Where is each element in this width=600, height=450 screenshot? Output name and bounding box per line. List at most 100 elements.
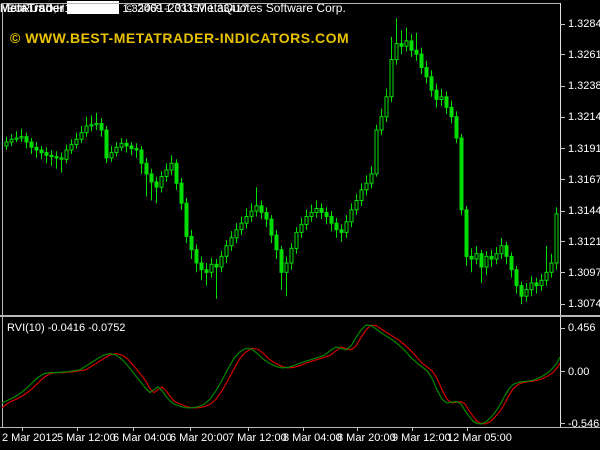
indicator-axis-tick [560,423,565,424]
candle-body [99,122,104,131]
candle-body [224,245,229,257]
symbol-ohlc-title: EURUSD,H1 1.33359 1.33469 1.33357 1.3341… [7,3,248,15]
candle-body [89,124,94,127]
candle-body [124,142,129,147]
candle-body [284,262,289,273]
price-axis-tick [560,148,565,149]
candle-body [289,247,294,264]
chart-left-border [2,3,3,427]
candle-body [134,148,139,151]
price-axis-tick [560,117,565,118]
candle-body [304,216,309,225]
candle-body [514,269,519,287]
candle-body [154,181,159,188]
candle-body [554,213,559,264]
candle-body [264,212,269,220]
rvi-line [2,324,560,425]
time-axis-label: 6 Mar 20:00 [170,432,229,444]
candle-body [59,157,64,160]
candle-body [339,229,344,234]
time-axis-tick [190,428,191,431]
candle-body [329,216,334,224]
time-axis-label: 12 Mar 05:00 [447,432,512,444]
candle-body [244,216,249,224]
candle-body [449,106,454,118]
signal-line [2,324,560,425]
candle-body [74,138,79,146]
candle-body [184,202,189,237]
indicator-axis-label: 0.00 [568,366,590,378]
price-axis-tick [560,272,565,273]
candle-body [129,145,134,150]
price-axis-tick [560,211,565,212]
price-axis-label: 1.32380 [568,80,600,92]
time-axis-tick [303,428,304,431]
candle-body [349,209,354,223]
candle-body [194,249,199,264]
main-chart-canvas[interactable] [2,3,560,315]
candle-body [234,229,239,239]
candle-body [354,200,359,211]
candle-body [279,249,284,273]
symbol-period-label: EURUSD,H1 [7,3,71,15]
candle-body [209,263,214,273]
candle-body [294,231,299,249]
time-axis-tick [412,428,413,431]
candle-body [259,205,264,213]
candle-body [529,282,534,291]
indicator-axis-tick [560,371,565,372]
candle-body [499,245,504,255]
time-axis-label: 5 Mar 12:00 [57,432,116,444]
time-axis-tick [77,428,78,431]
watermark-text: © WWW.BEST-METATRADER-INDICATORS.COM [10,30,350,46]
candle-body [114,146,119,154]
candle-body [84,125,89,134]
price-axis-line [560,3,561,427]
indicator-axis-label: -0.5463 [568,418,600,430]
candle-body [14,137,19,140]
candle-body [29,141,34,148]
footer-brand-bar: MetaTrader © 2001-2011 MetaQuotes Softwa… [0,0,600,15]
indicator-name-label: RVI(10) -0.0416 -0.0752 [7,322,126,334]
time-axis-label: 7 Mar 12:00 [228,432,287,444]
candle-body [534,282,539,287]
candle-body [119,142,124,148]
time-axis-tick [467,428,468,431]
candle-body [479,253,484,268]
time-axis-tick [357,428,358,431]
candle-body [299,223,304,233]
candle-body [494,253,499,260]
candle-body [39,149,44,154]
candle-body [19,136,24,139]
candle-body [384,96,389,118]
candle-body [269,218,274,236]
candle-body [44,152,49,156]
price-axis-label: 1.32615 [568,49,600,61]
candle-body [489,255,494,260]
indicator-separator[interactable] [0,315,600,317]
candle-body [504,245,509,257]
candle-body [549,262,554,273]
candle-body [239,222,244,231]
candle-body [434,89,439,100]
price-axis-label: 1.30975 [568,267,600,279]
candle-body [214,263,219,268]
candle-body [49,154,54,158]
rvi-indicator-canvas[interactable] [2,318,560,426]
candle-body [324,212,329,217]
candle-body [469,255,474,260]
candle-body [179,182,184,204]
price-axis-label: 1.32845 [568,18,600,30]
candle-body [524,289,529,297]
price-axis-tick [560,179,565,180]
price-axis-tick [560,86,565,87]
candle-body [464,209,469,257]
candle-body [424,67,429,78]
candle-body [204,269,209,273]
candle-body [79,132,84,140]
candle-body [344,221,349,233]
candle-body [4,141,9,147]
price-axis-tick [560,241,565,242]
candle-body [379,116,384,131]
